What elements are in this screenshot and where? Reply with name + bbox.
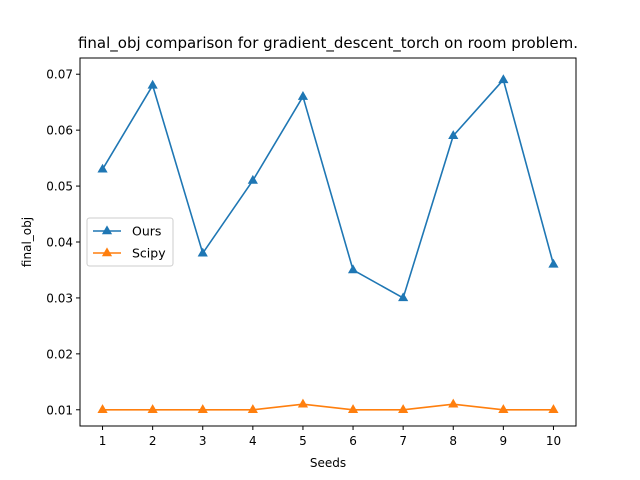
data-point-marker	[548, 258, 559, 268]
data-point-marker	[197, 247, 208, 257]
y-tick-label: 0.05	[46, 180, 73, 194]
data-point-marker	[398, 404, 409, 414]
data-point-marker	[498, 404, 509, 414]
data-point-marker	[498, 74, 509, 84]
data-point-marker	[247, 174, 258, 184]
legend-marker	[101, 247, 113, 257]
legend-entry-scipy: Scipy	[93, 246, 166, 261]
series-line-ours	[101, 79, 555, 299]
data-point-marker	[448, 398, 459, 408]
x-tick-label: 10	[546, 434, 561, 448]
data-point-marker	[97, 404, 108, 414]
legend: Ours Scipy	[86, 217, 174, 267]
legend-label: Scipy	[132, 246, 166, 261]
x-tick-label: 2	[149, 434, 157, 448]
y-tick-label: 0.03	[46, 291, 73, 305]
x-tick-label: 5	[299, 434, 307, 448]
data-point-marker	[398, 292, 409, 302]
x-tick-label: 1	[99, 434, 107, 448]
y-tick-label: 0.04	[46, 236, 73, 250]
series-scipy	[97, 398, 559, 414]
x-tick-label: 3	[199, 434, 207, 448]
plot-area: 1 2 3 4 5 6 7 8 9 10 0.01 0.02 0.03 0.04 0.05 0.06 0.07	[46, 57, 577, 448]
data-point-marker	[147, 79, 158, 89]
y-tick-label: 0.06	[46, 124, 73, 138]
legend-label: Ours	[132, 224, 161, 239]
y-tick-label: 0.02	[46, 347, 73, 361]
x-tick-label: 4	[249, 434, 257, 448]
series-line-scipy	[102, 403, 554, 411]
legend-marker	[101, 225, 113, 235]
x-tick-label: 8	[449, 434, 457, 448]
x-axis-label: Seeds	[310, 456, 346, 470]
data-point-marker	[347, 264, 359, 274]
data-point-marker	[297, 90, 309, 100]
data-point-marker	[147, 404, 158, 414]
data-point-marker	[347, 404, 359, 414]
data-point-marker	[247, 404, 258, 414]
data-point-marker	[297, 398, 309, 408]
x-tick-label: 7	[399, 434, 407, 448]
chart-title: final_obj comparison for gradient_descen…	[78, 34, 578, 53]
y-tick-label: 0.07	[46, 68, 73, 82]
legend-entry-ours: Ours	[93, 224, 161, 239]
data-point-marker	[548, 404, 559, 414]
y-tick-label: 0.01	[46, 403, 73, 417]
x-tick-label: 6	[349, 434, 357, 448]
y-axis-label: final_obj	[20, 217, 34, 267]
series-ours	[97, 74, 559, 302]
data-point-marker	[448, 130, 459, 139]
data-point-marker	[197, 404, 208, 414]
data-point-marker	[97, 163, 108, 173]
x-tick-label: 9	[500, 434, 508, 448]
